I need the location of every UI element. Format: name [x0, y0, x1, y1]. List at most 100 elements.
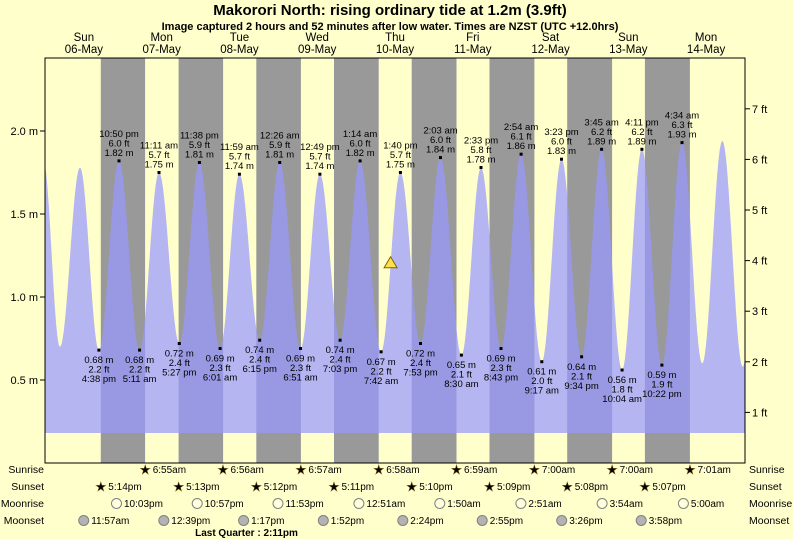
- low-tide-annotation: 0.61 m2.0 ft9:17 am: [525, 360, 559, 397]
- tide-annotation-line: 5.9 ft: [189, 140, 210, 151]
- tide-annotation-line: 6.2 ft: [591, 127, 612, 138]
- tide-annotation-line: 5.8 ft: [470, 145, 491, 156]
- sunrise-star-icon: ★: [684, 463, 695, 477]
- tide-annotation-line: 2:03 am: [423, 126, 457, 137]
- sunrise-star-icon: ★: [217, 463, 228, 477]
- tide-annotation-line: 0.74 m: [326, 345, 355, 356]
- day-date: 10-May: [376, 44, 415, 56]
- tide-annotation-line: 6:15 pm: [243, 364, 277, 375]
- tide-annotation-line: 1.9 ft: [651, 380, 672, 391]
- moonset-moon-icon: [476, 515, 488, 526]
- astro-rows: Sunrise Sunrise★ 6:55am ★ 6:56am ★ 6:57am ★ 6:58…: [1, 463, 793, 539]
- tide-annotation-line: 6.0 ft: [108, 138, 129, 149]
- y-axis-label-m: 2.0 m: [10, 126, 38, 138]
- tide-annotation-line: 1:40 pm: [383, 141, 417, 152]
- moonrise-time: 10:57pm: [205, 499, 244, 510]
- high-tide-annotation: 11:38 pm5.9 ft1.81 m: [180, 131, 219, 164]
- sunrise-star-icon: ★: [451, 463, 462, 477]
- moonrise-moon-icon: [272, 498, 284, 509]
- tide-annotation-line: 1.74 m: [225, 161, 254, 172]
- tide-annotation-line: 6.0 ft: [551, 137, 572, 148]
- y-axis-meters: 2.0 m 1.5 m 1.0 m 0.5 m: [10, 126, 45, 387]
- astro-row-sunrise: Sunrise Sunrise★ 6:55am ★ 6:56am ★ 6:57am ★ 6:58…: [8, 463, 785, 478]
- tide-annotation-line: 9:34 pm: [564, 381, 598, 392]
- tide-annotation-line: 5.7 ft: [229, 152, 250, 163]
- sunset-star-icon: ★: [173, 480, 184, 494]
- day-date: 12-May: [531, 44, 570, 56]
- tide-annotation-line: 1.81 m: [185, 150, 214, 161]
- y-axis-label-ft: 1 ft: [752, 407, 767, 419]
- low-tide-annotation: 0.69 m2.3 ft6:01 am: [203, 347, 237, 384]
- sunrise-star-icon: ★: [140, 463, 151, 477]
- high-tide-annotation: 4:11 pm6.2 ft1.89 m: [625, 117, 659, 151]
- sunrise-row-label-left: Sunrise: [8, 464, 44, 476]
- tide-annotation-line: 5:11 am: [123, 374, 157, 385]
- day-of-week: Wed: [305, 32, 328, 44]
- tide-annotation-line: 0.68 m: [125, 355, 154, 366]
- high-tide-annotation: 3:23 pm6.0 ft1.83 m: [544, 127, 579, 161]
- moonset-time: 12:39pm: [171, 516, 210, 527]
- tide-annotation-line: 2.1 ft: [451, 370, 472, 381]
- low-tide-annotation: 0.67 m2.2 ft7:42 am: [364, 350, 398, 387]
- tide-point-dot: [580, 355, 584, 359]
- tide-annotation-line: 7:53 pm: [403, 368, 437, 379]
- moonset-moon-icon: [158, 515, 170, 526]
- sunrise-time: 7:00am: [620, 465, 653, 476]
- moonrise-moon-icon: [111, 498, 122, 509]
- moonrise-moon-icon: [677, 498, 689, 509]
- tide-point-dot: [660, 363, 664, 367]
- tide-point-dot: [237, 172, 241, 176]
- tide-annotation-line: 6.0 ft: [350, 138, 371, 149]
- astro-row-sunset: Sunset Sunset★ 5:14pm ★ 5:13pm ★ 5:12pm ★ 5:11pm…: [11, 480, 781, 495]
- tide-annotation-line: 2.4 ft: [410, 358, 431, 369]
- tide-annotation-line: 2.3 ft: [210, 363, 231, 374]
- tide-point-dot: [459, 353, 463, 357]
- tide-annotation-line: 1.86 m: [507, 141, 536, 152]
- high-tide-annotation: 2:03 am6.0 ft1.84 m: [423, 126, 458, 160]
- tide-annotation-line: 2.3 ft: [290, 363, 311, 374]
- sunrise-time: 7:00am: [542, 465, 575, 476]
- sunset-time: 5:09pm: [497, 482, 530, 493]
- moonset-time: 11:57am: [91, 516, 129, 527]
- tide-annotation-line: 0.67 m: [367, 357, 396, 368]
- moonset-time: 1:52pm: [331, 516, 364, 527]
- y-axis-feet: 7 ft 6 ft 5 ft 4 ft 3 ft 2 ft 1 ft: [745, 104, 767, 419]
- tide-annotation-line: 0.64 m: [567, 362, 596, 373]
- astro-row-moonset: Moonset Moonset 11:57am 12:39pm 1:17pm 1:52pm…: [4, 515, 789, 527]
- sunset-time: 5:13pm: [186, 482, 219, 493]
- tide-annotation-line: 1.93 m: [667, 130, 696, 141]
- sunrise-row-label-right: Sunrise: [749, 464, 785, 476]
- tide-annotation-line: 0.59 m: [647, 370, 676, 381]
- moonrise-time: 3:54am: [610, 499, 643, 510]
- tide-point-dot: [439, 156, 442, 160]
- tide-annotation-line: 1.89 m: [587, 136, 616, 147]
- tide-annotation-line: 1.82 m: [104, 148, 133, 159]
- moonset-time: 1:17pm: [251, 516, 284, 527]
- moonset-moon-icon: [238, 515, 250, 526]
- tide-annotation-line: 1.89 m: [627, 136, 656, 147]
- tide-annotation-line: 3:45 am: [584, 117, 618, 128]
- tide-point-dot: [177, 342, 181, 345]
- high-tide-annotation: 12:49 pm5.7 ft1.74 m: [300, 142, 340, 176]
- high-tide-annotation: 2:33 pm5.8 ft1.78 m: [464, 136, 498, 169]
- sunrise-star-icon: ★: [295, 463, 306, 477]
- tide-annotation-line: 5.7 ft: [148, 150, 169, 161]
- moonrise-time: 2:51am: [528, 499, 561, 510]
- tide-annotation-line: 0.72 m: [406, 349, 435, 360]
- high-tide-annotation: 4:34 am6.3 ft1.93 m: [665, 111, 699, 145]
- high-tide-annotation: 12:26 am5.9 ft1.81 m: [260, 131, 300, 164]
- current-tide-marker: [383, 255, 398, 269]
- tide-point-dot: [379, 350, 383, 354]
- tide-annotation-line: 2:33 pm: [464, 136, 498, 147]
- low-tide-annotation: 0.68 m2.2 ft5:11 am: [123, 348, 157, 385]
- high-tide-annotation: 11:59 am5.7 ft1.74 m: [220, 142, 259, 176]
- day-of-week: Thu: [385, 32, 405, 44]
- tide-annotation-line: 1.78 m: [466, 155, 495, 166]
